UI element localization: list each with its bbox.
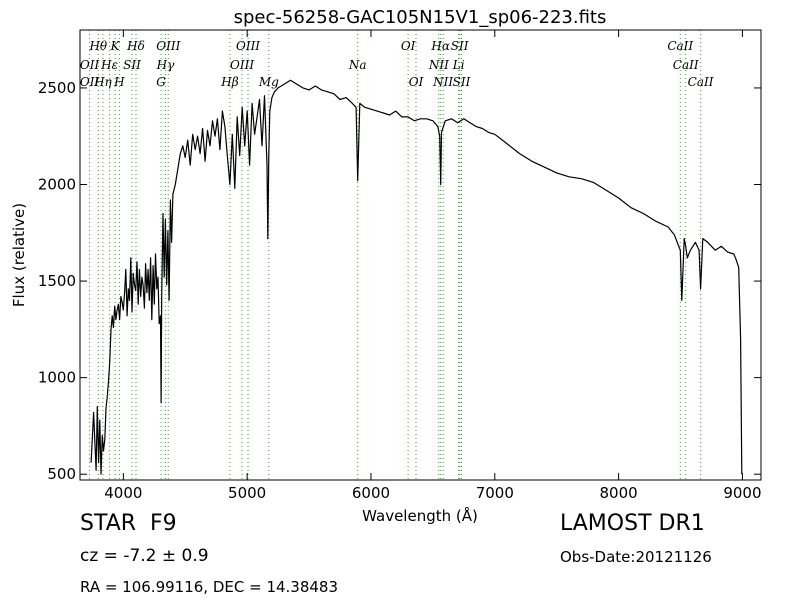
y-tick-label: 1000 <box>38 369 76 387</box>
spectral-line-label: G <box>156 75 166 89</box>
plot-frame <box>79 29 762 481</box>
spectral-line-label: Hγ <box>156 58 175 72</box>
y-tick-label: 2000 <box>38 176 76 194</box>
spectral-line-label: Hη <box>93 75 112 89</box>
spectral-line-label: OIII <box>230 58 254 72</box>
x-tick-label: 6000 <box>352 484 390 502</box>
coordinates: RA = 106.99116, DEC = 14.38483 <box>80 578 339 596</box>
spectral-line-label: CaII <box>673 58 699 72</box>
spectrum-series <box>90 79 743 475</box>
spectral-line-label: OII <box>80 75 100 89</box>
spectral-line-label: Na <box>348 58 367 72</box>
spectral-line-label: Hα <box>430 39 450 53</box>
x-tick-label: 5000 <box>228 484 266 502</box>
x-tick-label: 7000 <box>476 484 514 502</box>
object-subclass: F9 <box>150 511 177 536</box>
spectral-line-label: Hε <box>100 58 118 72</box>
y-tick-label: 500 <box>47 465 76 483</box>
spectral-line-label: Hδ <box>126 39 145 53</box>
x-tick-label: 4000 <box>104 484 142 502</box>
spectral-line-label: SII <box>453 75 471 89</box>
spectral-line-label: OI <box>409 75 424 89</box>
x-tick-label: 8000 <box>600 484 638 502</box>
object-class-label: STAR <box>80 511 137 536</box>
spectral-line-label: OIII <box>236 39 260 53</box>
spectral-line-label: CaII <box>667 39 693 53</box>
y-axis-label: Flux (relative) <box>10 203 28 307</box>
spectral-line-label: Mg <box>258 75 279 89</box>
x-axis-label: Wavelength (Å) <box>362 506 478 525</box>
spectral-line-label: Li <box>452 58 465 72</box>
object-class: STAR F9 <box>80 511 177 536</box>
survey-name: LAMOST DR1 <box>560 511 705 536</box>
chart-title: spec-56258-GAC105N15V1_sp06-223.fits <box>234 7 607 28</box>
observation-date: Obs-Date:20121126 <box>560 548 712 566</box>
spectral-line-label: NII <box>428 58 449 72</box>
axis-ticks: 4000 5000 6000 7000 8000 9000 500 1000 1500 2000 2… <box>38 30 762 502</box>
spectral-line-label: Hθ <box>88 39 107 53</box>
spectral-line-label: CaII <box>688 75 714 89</box>
y-tick-label: 1500 <box>38 272 76 290</box>
spectral-line-label: Hβ <box>220 75 238 89</box>
x-tick-label: 9000 <box>723 484 761 502</box>
spectral-line-markers <box>89 30 702 480</box>
spectral-line-label: OII <box>80 58 100 72</box>
spectral-line-label: H <box>113 75 125 89</box>
spectral-line-label: K <box>110 39 121 53</box>
y-tick-label: 2500 <box>38 79 76 97</box>
spectral-line-label: NII <box>432 75 453 89</box>
spectrum-line <box>90 79 743 475</box>
spectral-line-label: SII <box>123 58 141 72</box>
spectral-line-label: OIII <box>156 39 180 53</box>
spectral-line-label: SII <box>451 39 469 53</box>
spectral-line-label: OI <box>401 39 416 53</box>
redshift-value: cz = -7.2 ± 0.9 <box>80 546 209 566</box>
